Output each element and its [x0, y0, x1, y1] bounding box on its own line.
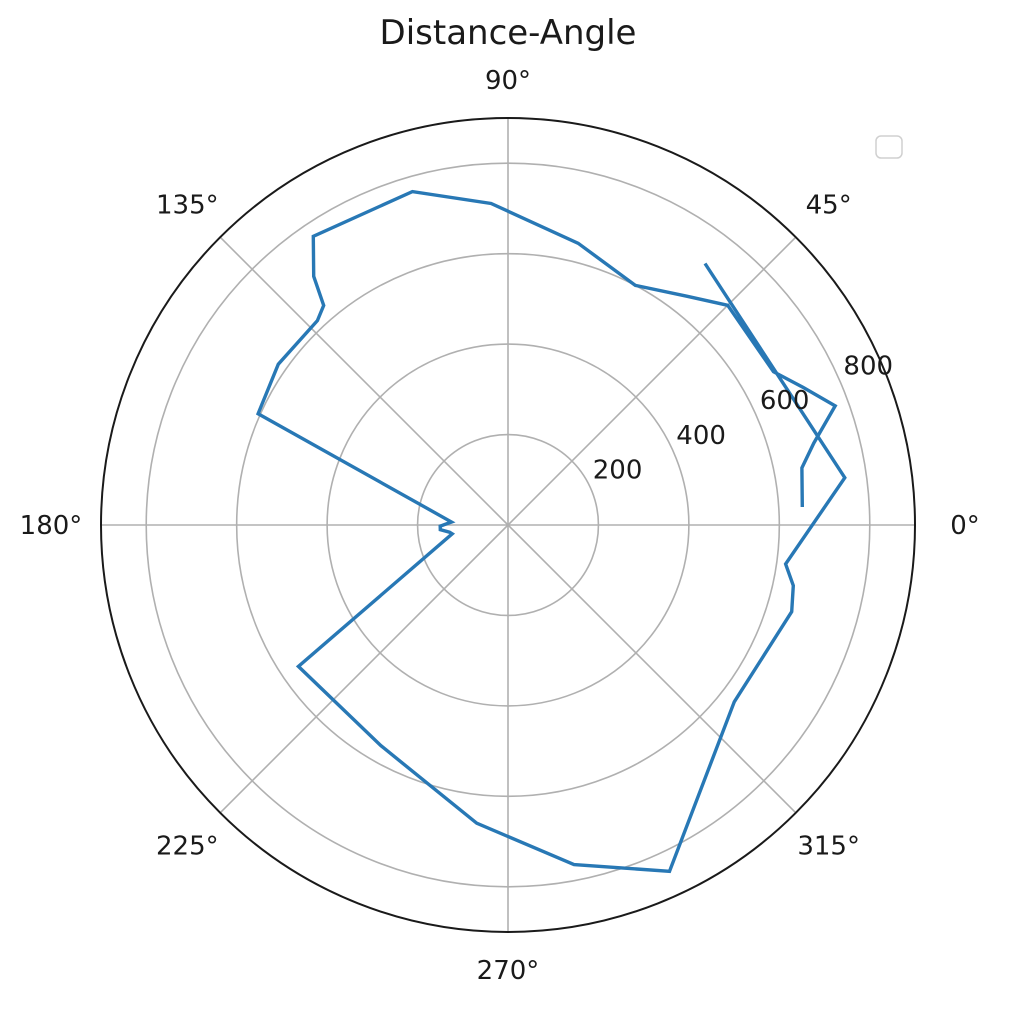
- r-tick-label: 800: [843, 352, 893, 382]
- r-tick-label: 200: [593, 455, 643, 485]
- series-layer: [255, 189, 847, 874]
- theta-gridline: [219, 236, 509, 526]
- theta-tick-label: 45°: [806, 190, 852, 220]
- theta-tick-label: 0°: [950, 511, 980, 541]
- theta-gridline: [219, 524, 509, 814]
- legend-box: [875, 135, 903, 159]
- r-gridline: [235, 252, 781, 798]
- r-tick-label: 600: [760, 386, 810, 416]
- chart-title: Distance-Angle: [380, 13, 637, 53]
- theta-gridline: [507, 524, 797, 814]
- polar-grid: [100, 117, 916, 933]
- theta-tick-label: 270°: [477, 956, 540, 986]
- r-tick-label: 400: [676, 421, 726, 451]
- polar-frame: [100, 117, 916, 933]
- theta-gridline: [507, 236, 797, 526]
- series-line: [255, 189, 847, 874]
- theta-tick-label: 315°: [797, 832, 860, 862]
- theta-tick-label: 135°: [156, 190, 219, 220]
- theta-tick-label: 225°: [156, 832, 219, 862]
- r-gridline: [326, 343, 690, 707]
- theta-tick-label: 90°: [485, 66, 531, 96]
- r-gridline: [416, 433, 600, 617]
- theta-tick-label: 180°: [20, 511, 83, 541]
- tick-labels: 0° 45° 90° 135° 180° 225° 270° 315° 200 400 600 800: [20, 66, 980, 986]
- r-gridline: [145, 162, 871, 888]
